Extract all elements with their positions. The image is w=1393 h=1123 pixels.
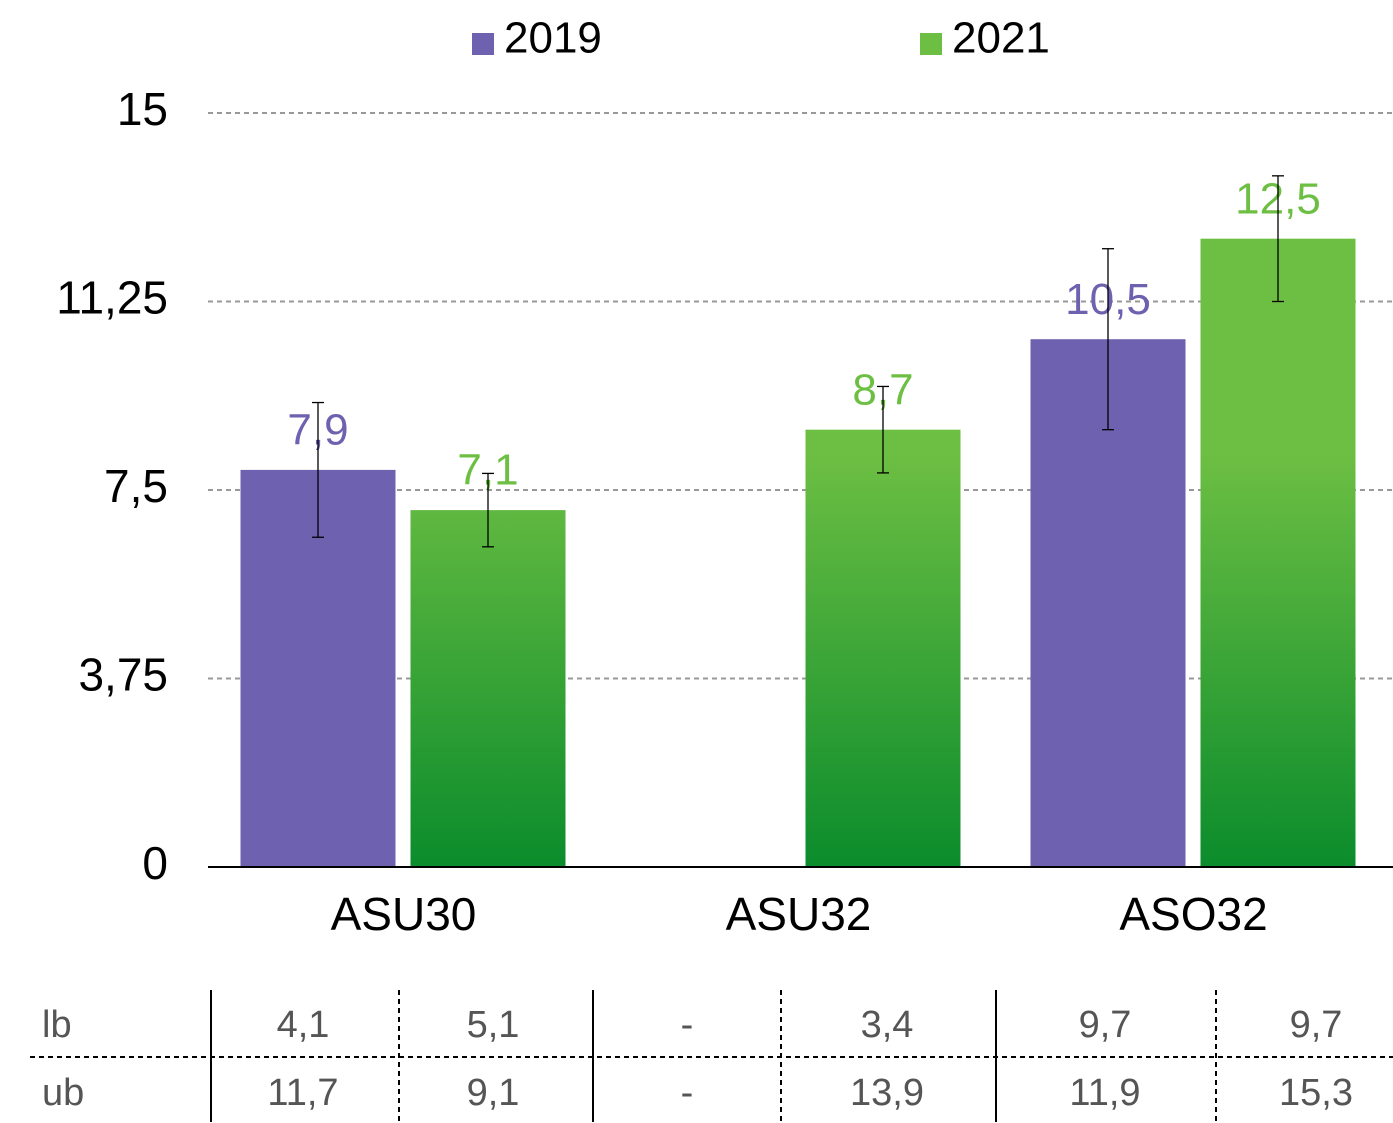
table-cell: 4,1 — [277, 1004, 330, 1046]
table-cell: - — [681, 1072, 694, 1114]
legend-label: 2019 — [504, 14, 602, 63]
table-lines — [30, 990, 1393, 1122]
bar — [1200, 238, 1356, 867]
table-cell: 11,9 — [1069, 1072, 1140, 1114]
y-tick-label: 3,75 — [78, 649, 168, 701]
error-bar — [877, 385, 889, 474]
y-tick-label: 7,5 — [104, 460, 168, 512]
x-tick-label: ASU32 — [726, 888, 872, 940]
legend-label: 2021 — [952, 14, 1050, 63]
y-tick-label: 11,25 — [56, 272, 168, 324]
error-bar — [1272, 175, 1284, 303]
table-cell: 5,1 — [467, 1004, 520, 1046]
y-tick-label: 0 — [142, 837, 168, 889]
table-cell: - — [681, 1004, 694, 1046]
legend-swatch — [920, 33, 942, 55]
table-row-label: ub — [42, 1072, 84, 1114]
table-row-label: lb — [42, 1004, 72, 1046]
y-tick-label: 15 — [117, 83, 168, 135]
error-bar — [312, 401, 324, 538]
error-bar — [482, 472, 494, 548]
table-cell: 9,7 — [1290, 1004, 1343, 1046]
table-cell: 9,7 — [1079, 1004, 1132, 1046]
table-cell: 13,9 — [850, 1072, 924, 1114]
table-cell: 9,1 — [467, 1072, 520, 1114]
bar — [805, 429, 961, 867]
table-cell: 15,3 — [1279, 1072, 1353, 1114]
bar — [410, 510, 566, 867]
error-bar — [1102, 248, 1114, 431]
legend-swatch — [472, 33, 494, 55]
table-cell: 11,7 — [267, 1072, 338, 1114]
x-tick-label: ASO32 — [1119, 888, 1267, 940]
table-cell: 3,4 — [861, 1004, 914, 1046]
x-tick-label: ASU30 — [331, 888, 477, 940]
